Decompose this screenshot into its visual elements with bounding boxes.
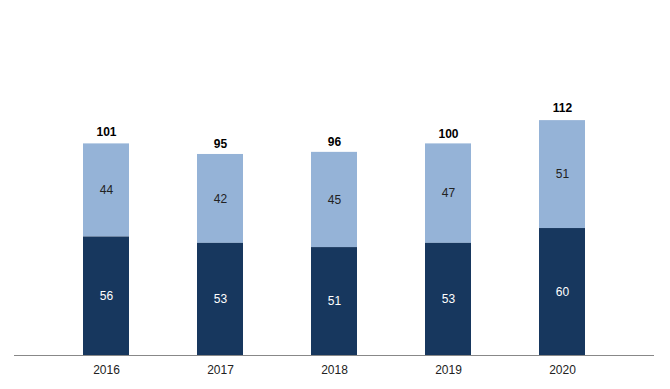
- svg-text:53: 53: [442, 292, 456, 306]
- svg-text:44: 44: [100, 183, 114, 197]
- svg-text:100: 100: [438, 127, 458, 141]
- svg-text:2018: 2018: [321, 363, 348, 377]
- svg-text:95: 95: [214, 137, 228, 151]
- svg-text:2019: 2019: [435, 363, 462, 377]
- svg-text:2016: 2016: [93, 363, 120, 377]
- svg-text:60: 60: [556, 285, 570, 299]
- svg-text:56: 56: [100, 289, 114, 303]
- svg-text:47: 47: [442, 186, 456, 200]
- svg-text:2017: 2017: [207, 363, 234, 377]
- html-text:Män: Män: [607, 28, 631, 42]
- svg-text:51: 51: [556, 167, 570, 181]
- svg-text:101: 101: [96, 125, 116, 139]
- svg-text:96: 96: [328, 135, 342, 149]
- svg-text:42: 42: [214, 192, 228, 206]
- svg-text:45: 45: [328, 193, 342, 207]
- svg-text:2020: 2020: [549, 363, 576, 377]
- svg-text:51: 51: [328, 294, 342, 308]
- html-text:Kvinnor: Kvinnor: [607, 11, 648, 25]
- svg-text:112: 112: [553, 101, 573, 115]
- svg-text:53: 53: [214, 292, 228, 306]
